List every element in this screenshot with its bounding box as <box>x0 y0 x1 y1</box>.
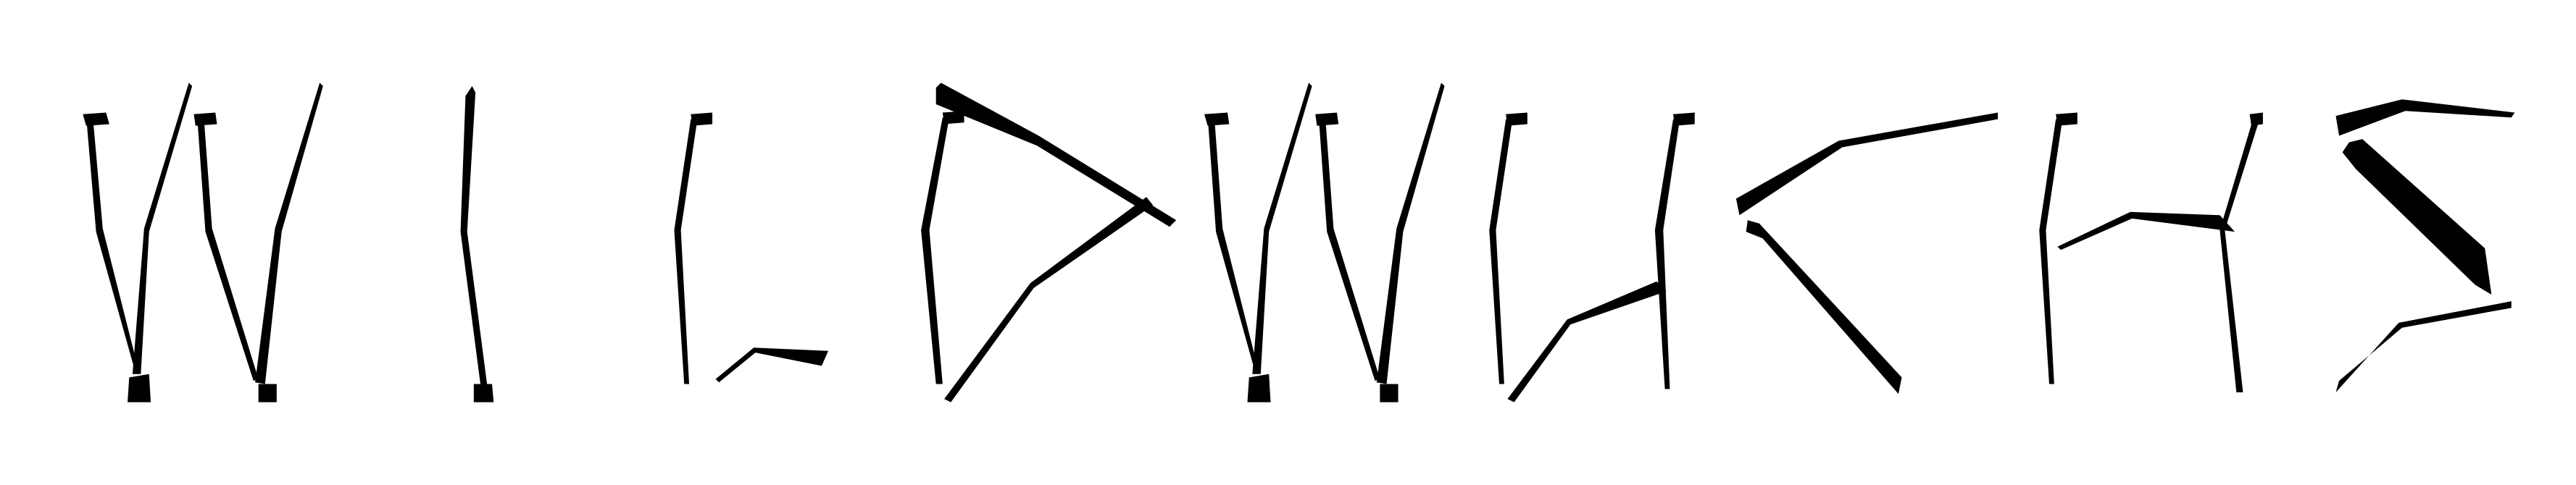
letter-h <box>2039 112 2263 392</box>
letter-c <box>1735 112 1998 395</box>
letter-s <box>2335 99 2515 392</box>
letter-u <box>1489 112 1695 402</box>
letter-w-1 <box>83 83 323 402</box>
letter-w-2 <box>1204 83 1445 402</box>
letter-i <box>460 85 494 402</box>
letter-l <box>674 112 829 384</box>
letter-d <box>921 83 1177 402</box>
